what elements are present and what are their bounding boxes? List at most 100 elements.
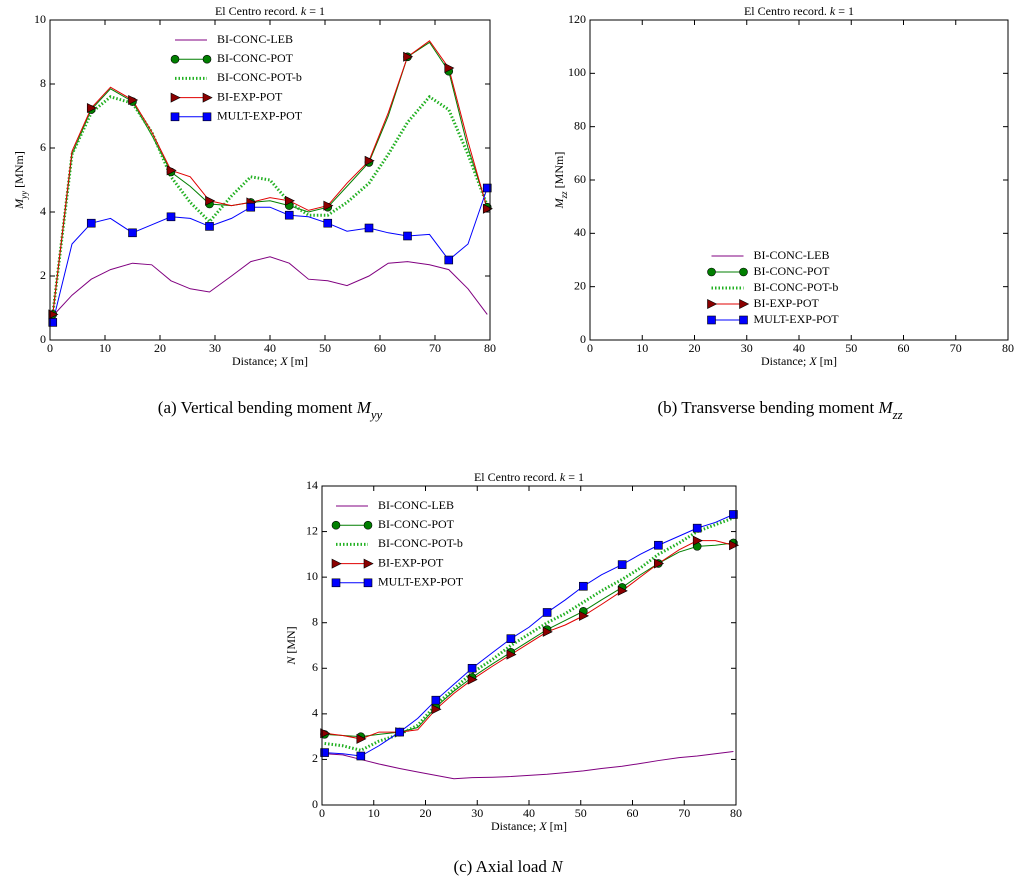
marker <box>48 318 58 327</box>
legend-marker <box>707 299 718 309</box>
marker <box>467 663 477 673</box>
legend-marker <box>363 520 373 530</box>
x-tick-label: 10 <box>99 341 111 355</box>
marker <box>579 610 590 621</box>
x-tick-label: 80 <box>484 341 496 355</box>
legend-marker <box>739 267 748 277</box>
legend-label: MULT-EXP-POT <box>378 575 464 589</box>
y-axis-label-part: zz <box>559 191 569 200</box>
marker <box>617 585 628 596</box>
x-axis-label-part: Distance; <box>491 819 539 833</box>
marker <box>692 523 702 533</box>
marker <box>403 51 414 62</box>
x-tick-label: 80 <box>1002 341 1014 355</box>
marker <box>431 704 442 715</box>
chart-title-part: El Centro record. <box>474 470 560 484</box>
marker <box>128 95 139 105</box>
y-tick-label: 4 <box>312 706 318 720</box>
x-axis-label-part: [m] <box>288 354 308 368</box>
marker <box>86 218 96 228</box>
caption-part: zz <box>892 408 903 422</box>
x-axis-label-part: X <box>538 819 547 833</box>
x-axis-label: Distance; X [m] <box>232 354 308 368</box>
chart-title: El Centro record. k = 1 <box>744 4 854 18</box>
x-tick-label: 80 <box>730 806 742 820</box>
legend-marker <box>331 578 341 588</box>
y-axis-label: Mzz [MNm] <box>552 152 569 210</box>
y-tick-label: 8 <box>40 76 46 90</box>
legend-marker <box>170 54 180 64</box>
caption-part: N <box>550 857 564 876</box>
legend: BI-CONC-LEB BI-CONC-POT BI-CONC-POT-b BI-EX… <box>170 32 303 123</box>
y-tick-label: 2 <box>312 751 318 765</box>
series-line <box>52 187 488 323</box>
legend-label: BI-EXP-POT <box>378 555 444 569</box>
legend: BI-CONC-LEB BI-CONC-POT BI-CONC-POT-b BI-EX… <box>331 498 464 589</box>
x-axis-label-part: [m] <box>817 354 837 368</box>
x-tick-label: 30 <box>209 341 221 355</box>
caption-part: M <box>356 398 372 417</box>
x-tick-label: 60 <box>627 806 639 820</box>
marker <box>320 748 329 757</box>
y-tick-label: 80 <box>574 118 586 132</box>
caption-part: (a) Vertical bending moment <box>158 398 357 417</box>
x-tick-label: 20 <box>420 806 432 820</box>
x-axis-label-part: X <box>808 354 817 368</box>
marker <box>166 165 177 176</box>
marker <box>356 733 367 744</box>
marker <box>395 727 404 737</box>
x-tick-label: 60 <box>898 341 910 355</box>
legend-marker <box>202 54 212 64</box>
series-line <box>324 540 734 740</box>
legend-label: BI-EXP-POT <box>754 296 820 310</box>
chart-title-part: El Centro record. <box>744 4 830 18</box>
x-tick-label: 0 <box>47 341 53 355</box>
caption-part: (b) Transverse bending moment <box>657 398 878 417</box>
axes-frame <box>321 485 737 806</box>
legend-label: BI-CONC-LEB <box>378 498 454 512</box>
marker <box>356 751 366 761</box>
chart-title-part: = 1 <box>306 4 325 18</box>
x-tick-label: 20 <box>154 341 166 355</box>
x-axis-label: Distance; X [m] <box>491 819 567 833</box>
caption: (a) Vertical bending moment Myy <box>158 398 383 422</box>
legend-marker <box>739 315 748 325</box>
legend-label: BI-CONC-POT-b <box>754 280 839 294</box>
plot: 0 10 20 30 40 50 60 70 80 0 2 4 6 8 10 12 14 <box>306 478 742 820</box>
legend-marker <box>170 92 181 103</box>
y-tick-label: 40 <box>574 225 586 239</box>
chart-title: El Centro record. k = 1 <box>474 470 584 484</box>
legend-marker <box>331 558 342 569</box>
marker <box>364 223 374 233</box>
y-tick-label: 20 <box>574 278 586 292</box>
y-axis-label-part: [MNm] <box>552 152 566 192</box>
marker <box>205 195 216 206</box>
legend-label: BI-CONC-LEB <box>217 32 293 46</box>
y-tick-label: 4 <box>40 204 46 218</box>
plot: 0 10 20 30 40 50 60 70 80 0 20 40 60 80 100 120 <box>568 12 1014 355</box>
x-tick-label: 60 <box>374 341 386 355</box>
y-tick-label: 0 <box>580 332 586 346</box>
marker <box>617 560 627 569</box>
legend-marker <box>170 112 180 122</box>
legend: BI-CONC-LEB BI-CONC-POT BI-CONC-POT-b BI-EX… <box>707 248 839 326</box>
marker <box>729 510 738 519</box>
y-tick-label: 10 <box>34 12 46 26</box>
legend-label: BI-CONC-POT <box>378 517 455 531</box>
x-axis-label-part: Distance; <box>232 354 280 368</box>
chart-title-part: k <box>560 470 566 484</box>
y-tick-label: 6 <box>312 660 318 674</box>
chart-title: El Centro record. k = 1 <box>215 4 325 18</box>
x-tick-label: 30 <box>741 341 753 355</box>
x-tick-label: 10 <box>636 341 648 355</box>
plot: 0 10 20 30 40 50 60 70 80 0 2 4 6 8 10 <box>34 12 496 355</box>
marker <box>364 155 375 166</box>
marker <box>482 203 493 214</box>
marker <box>506 634 516 643</box>
chart-title-part: = 1 <box>835 4 854 18</box>
y-tick-label: 100 <box>568 65 586 79</box>
legend-label: BI-EXP-POT <box>217 89 283 103</box>
series-line <box>52 40 488 315</box>
y-tick-label: 2 <box>40 268 46 282</box>
